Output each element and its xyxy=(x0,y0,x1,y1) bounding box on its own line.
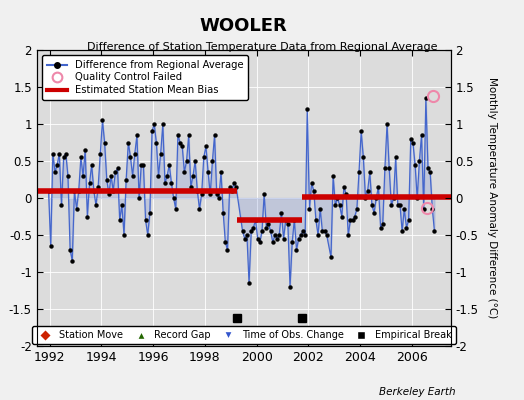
Text: Difference of Station Temperature Data from Regional Average: Difference of Station Temperature Data f… xyxy=(87,42,437,52)
Legend: Station Move, Record Gap, Time of Obs. Change, Empirical Break: Station Move, Record Gap, Time of Obs. C… xyxy=(32,326,455,344)
Y-axis label: Monthly Temperature Anomaly Difference (°C): Monthly Temperature Anomaly Difference (… xyxy=(487,77,497,319)
Title: WOOLER: WOOLER xyxy=(200,16,288,34)
Text: Berkeley Earth: Berkeley Earth xyxy=(379,387,456,397)
